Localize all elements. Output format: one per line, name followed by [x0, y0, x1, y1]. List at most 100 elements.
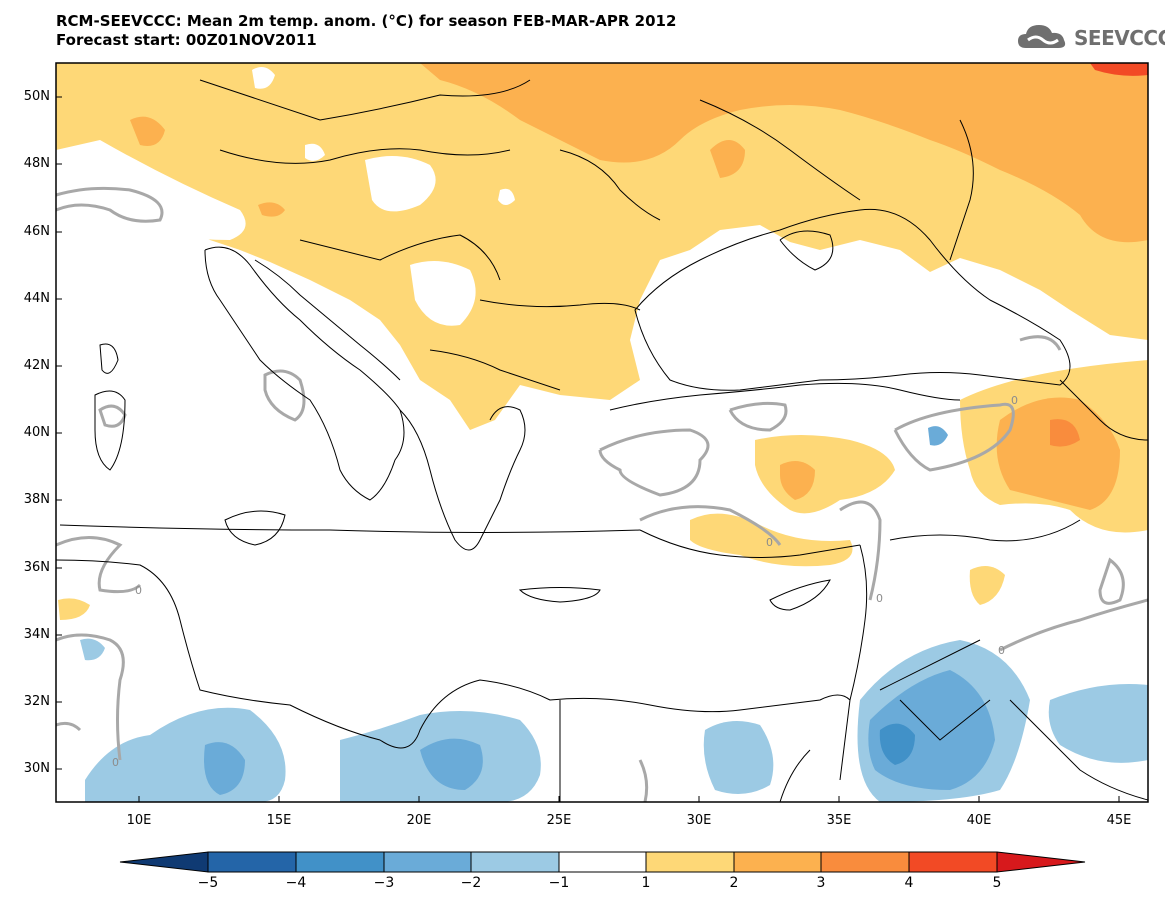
zero-contour-14 [638, 759, 649, 802]
contour-label: 0 [1011, 394, 1018, 407]
title-line-1: RCM-SEEVCCC: Mean 2m temp. anom. (°C) fo… [56, 12, 677, 30]
coast-crete [518, 587, 601, 603]
orange-patch-4 [710, 140, 745, 178]
coast-africa [56, 559, 851, 749]
colorbar-arrow-high [996, 851, 1086, 873]
zero-contour-10 [56, 633, 125, 761]
coast-cyprus [769, 579, 831, 611]
orange-patch-3 [258, 202, 285, 217]
zero-contours [56, 186, 1148, 802]
coast-greece [399, 406, 526, 551]
border-4 [479, 299, 641, 311]
zero-contour-13 [1098, 557, 1125, 605]
warm-patch-tunisia [58, 598, 90, 620]
orange-caucasus [996, 397, 1120, 510]
border-7 [699, 99, 861, 201]
warm-region-europe [56, 63, 1148, 430]
coast-sardinia [94, 390, 126, 471]
zero-contour-8 [839, 500, 882, 601]
lat-label: 50N [23, 89, 50, 104]
coast-italy [204, 246, 405, 501]
coast-red-sea [779, 749, 811, 802]
contour-label: 0 [998, 644, 1005, 657]
colorbar-label: −5 [197, 875, 219, 891]
colorbar-bin [733, 851, 822, 873]
border-14 [1059, 379, 1148, 441]
border-15 [889, 519, 1081, 542]
colorbar-bin [908, 851, 998, 873]
zero-contour-3 [263, 369, 306, 422]
orange-patch-2 [130, 116, 165, 146]
colorbar-label: 1 [641, 875, 651, 891]
red-patch-ne [1090, 63, 1148, 76]
coast-turkey [609, 382, 961, 411]
border-8 [949, 119, 974, 261]
lat-label: 36N [23, 560, 50, 575]
colorbar-label: 3 [816, 875, 826, 891]
logo-text: SEEVCCC [1074, 26, 1165, 50]
warm-patch-levant [969, 566, 1005, 605]
axis-ticks [56, 96, 1120, 802]
zero-contour-5 [728, 401, 788, 432]
map-title: RCM-SEEVCCC: Mean 2m temp. anom. (°C) fo… [56, 12, 676, 50]
colorbar-bin [820, 851, 910, 873]
lat-label: 42N [23, 358, 50, 373]
zero-contour-11 [56, 721, 82, 732]
coast-crimea [779, 230, 834, 271]
colorbar-label: −3 [373, 875, 395, 891]
colorbar-bin [558, 851, 647, 873]
white-patch-4 [305, 143, 325, 161]
border-11 [879, 639, 981, 691]
cool-patch-tunisia [80, 638, 105, 661]
border-2 [219, 148, 511, 164]
cool-egypt [703, 721, 774, 794]
lat-label: 40N [23, 425, 50, 440]
title-line-2: Forecast start: 00Z01NOV2011 [56, 31, 317, 49]
lon-label: 20E [406, 813, 432, 828]
cool2-gulf-sirte [420, 738, 483, 790]
contour-labels: 0 0 0 0 0 0 [112, 394, 1018, 769]
coast-levant [839, 544, 868, 781]
coast-black-sea [634, 208, 1071, 391]
zero-contour-7 [639, 505, 782, 546]
lon-label: 25E [546, 813, 572, 828]
colorbar-label: −1 [548, 875, 570, 891]
orange-anatolia [780, 461, 815, 500]
border-9 [59, 524, 641, 533]
white-patch-3 [410, 261, 476, 326]
colorbar [119, 851, 1086, 873]
border-3 [299, 234, 501, 281]
zero-contour-1 [56, 186, 164, 223]
lat-label: 30N [23, 761, 50, 776]
lat-label: 48N [23, 156, 50, 171]
colorbar-bin [383, 851, 472, 873]
zero-contour-4 [598, 428, 710, 497]
colorbar-bin [645, 851, 735, 873]
lon-label: 45E [1106, 813, 1132, 828]
lon-label: 15E [266, 813, 292, 828]
zero-contour-12 [999, 598, 1148, 652]
cool-east [1048, 684, 1148, 763]
colorbar-label: −2 [460, 875, 482, 891]
contour-label: 0 [766, 536, 773, 549]
zero-contour-9 [56, 536, 142, 594]
colorbar-label: −4 [285, 875, 307, 891]
colorbar-label: 2 [729, 875, 739, 891]
cool-patch-turkey [928, 426, 948, 446]
zero-contour-15 [1019, 335, 1062, 351]
lon-label: 30E [686, 813, 712, 828]
colorbar-bin [470, 851, 560, 873]
white-patch-1 [252, 66, 275, 89]
zero-contour-6 [893, 402, 1015, 472]
lon-label: 40E [966, 813, 992, 828]
cool2-libya [204, 742, 245, 795]
coast-adriatic-east [254, 259, 401, 381]
contour-label: 0 [876, 592, 883, 605]
coast-sicily [224, 510, 286, 546]
contour-label: 0 [112, 756, 119, 769]
border-13 [899, 699, 991, 741]
border-6 [559, 149, 661, 221]
colorbar-label: 5 [992, 875, 1002, 891]
lat-label: 32N [23, 694, 50, 709]
